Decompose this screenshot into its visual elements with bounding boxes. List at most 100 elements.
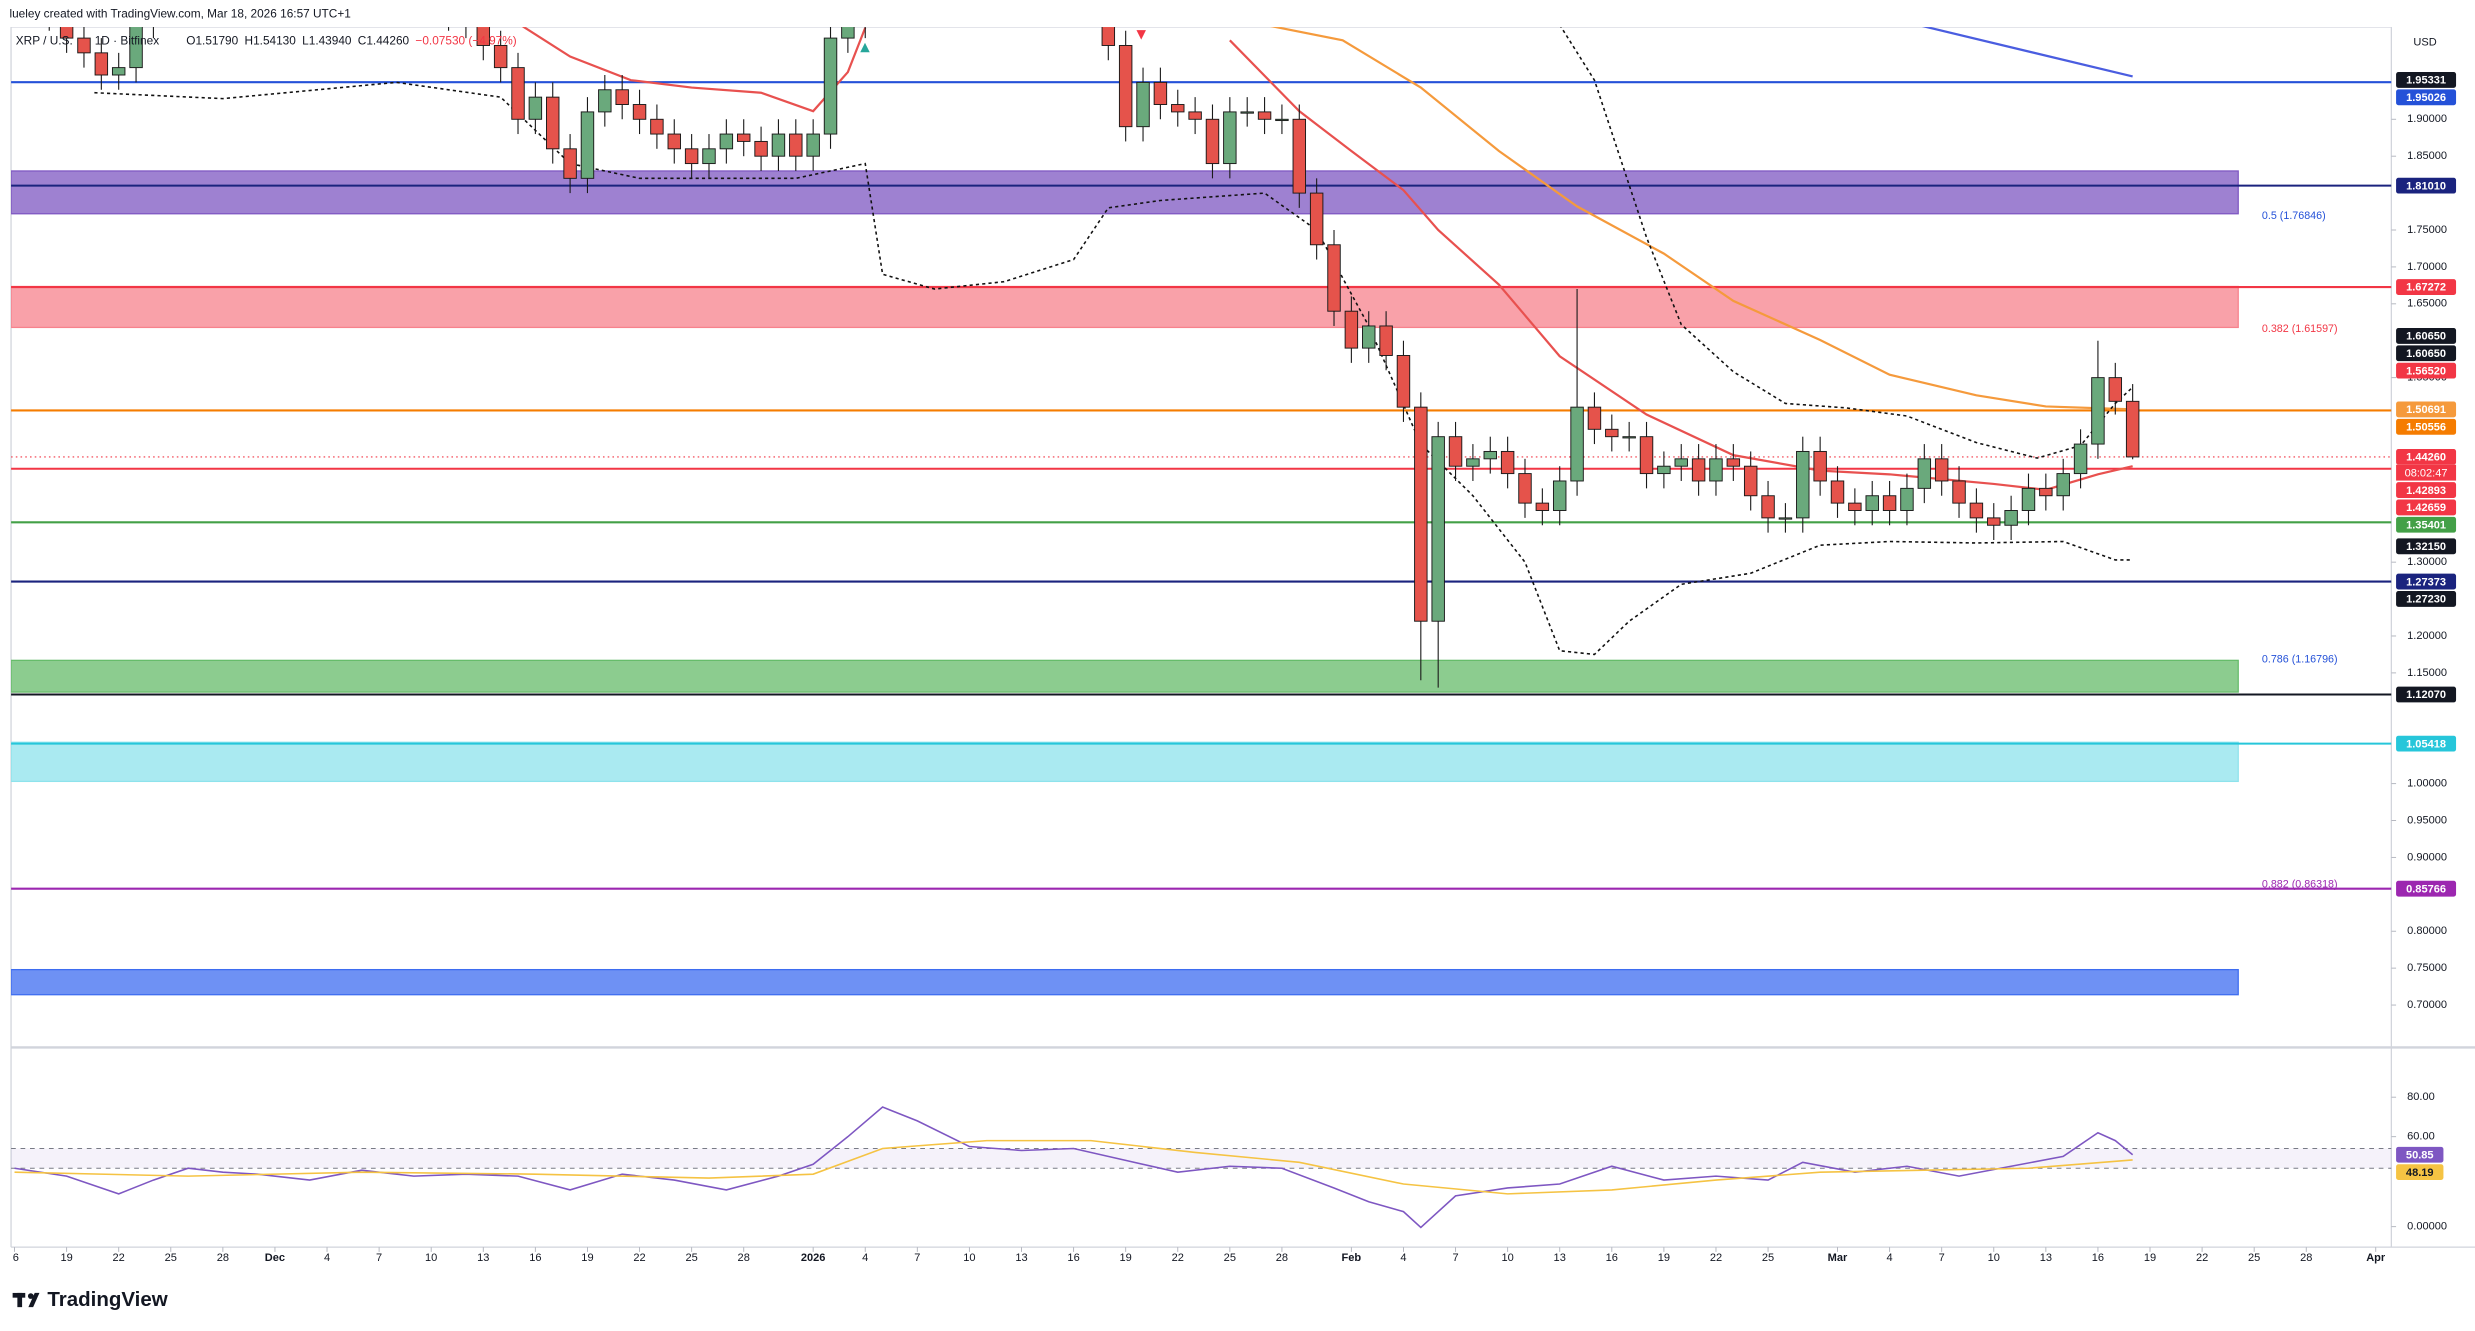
candle-body <box>1466 458 1480 467</box>
y-tick-label: 1.75000 <box>2407 224 2447 236</box>
price-label: 0.85766 <box>2406 883 2446 895</box>
candle-body <box>684 148 699 165</box>
candle-body <box>546 96 560 150</box>
candle-body <box>1778 517 1793 520</box>
x-tick-label: 7 <box>1939 1252 1945 1264</box>
signal-marker <box>1136 30 1146 40</box>
candle-body <box>59 27 74 39</box>
price-label-box <box>2396 573 2457 590</box>
x-tick-label: 7 <box>914 1252 920 1264</box>
price-label: 1.12070 <box>2406 689 2446 701</box>
x-tick-label: 2026 <box>801 1252 826 1264</box>
candle-body <box>2125 400 2140 458</box>
candle-body <box>1448 436 1463 467</box>
fib-label: 0.382 (1.61597) <box>2262 323 2338 335</box>
countdown: 08:02:47 <box>2405 467 2448 479</box>
candle-body <box>1709 458 1723 482</box>
candle-body <box>650 118 664 135</box>
y-tick-label: 1.00000 <box>2407 778 2447 790</box>
indicator-line <box>14 1139 2133 1195</box>
fib-label: 0.882 (0.86318) <box>2262 878 2338 890</box>
x-tick-label: 6 <box>13 1252 19 1264</box>
x-tick-label: Feb <box>1342 1252 1362 1264</box>
candle-body <box>771 133 786 157</box>
candle-body <box>1674 458 1688 467</box>
price-label: 1.56520 <box>2406 365 2446 377</box>
candle-body <box>667 133 681 150</box>
candle-body <box>1414 406 1428 622</box>
x-tick-label: Dec <box>265 1252 285 1264</box>
candle-body <box>2108 377 2123 402</box>
candle-body <box>1552 480 1567 511</box>
y-tick-label: 1.15000 <box>2407 667 2447 679</box>
candle-body <box>1101 27 1116 46</box>
x-tick-label: 19 <box>581 1252 593 1264</box>
price-label: 1.67272 <box>2406 282 2446 294</box>
signal-marker <box>860 42 870 53</box>
price-label-box <box>2396 72 2457 88</box>
x-tick-label: 10 <box>425 1252 437 1264</box>
candle-body <box>1691 458 1706 482</box>
ohlc-value: H1.54130 <box>245 33 297 47</box>
fib-label: 0.786 (1.16796) <box>2262 653 2338 665</box>
y-tick-label: 60.00 <box>2407 1131 2435 1143</box>
candle-body <box>1865 495 1879 511</box>
x-tick-label: 16 <box>1606 1252 1618 1264</box>
x-tick-label: 25 <box>1762 1252 1774 1264</box>
price-label: 1.95026 <box>2406 92 2446 104</box>
candle-body <box>1362 325 1376 349</box>
candle-body <box>1136 81 1150 128</box>
price-label-box <box>2396 538 2457 555</box>
brand: TradingView <box>47 1288 167 1311</box>
candle-body <box>632 104 647 120</box>
y-tick-label: 0.90000 <box>2407 851 2447 863</box>
y-tick-label: 1.85000 <box>2407 150 2447 162</box>
candle-body <box>1917 458 1932 489</box>
candle-body <box>1726 458 1741 467</box>
candle-body <box>1830 480 1845 504</box>
price-label: 1.35401 <box>2406 519 2446 531</box>
y-tick-label: 0.00000 <box>2407 1221 2447 1233</box>
y-tick-label: 0.70000 <box>2407 999 2447 1011</box>
price-label: 1.95331 <box>2406 75 2446 87</box>
candle-body <box>806 133 820 157</box>
candle-body <box>2091 377 2105 445</box>
candle-body <box>1257 111 1272 120</box>
candle-body <box>1900 487 1914 511</box>
candle-body <box>1431 436 1445 622</box>
header-bar <box>0 0 2475 28</box>
price-label-box <box>2396 482 2457 498</box>
y-tick-label: 1.30000 <box>2407 556 2447 568</box>
candle-body <box>1292 118 1307 194</box>
candle-body <box>1223 111 1237 165</box>
candle-body <box>1118 44 1133 128</box>
x-tick-label: 22 <box>2196 1252 2208 1264</box>
price-label-box <box>2396 89 2457 106</box>
x-tick-label: 16 <box>1067 1252 1079 1264</box>
candle-body <box>2039 487 2053 497</box>
candle-body <box>1240 111 1254 114</box>
candle-body <box>1518 473 1532 504</box>
candle-body <box>1188 111 1202 120</box>
candle-body <box>1483 450 1497 460</box>
candle-body <box>1743 465 1758 497</box>
candle-body <box>1396 355 1411 408</box>
zone <box>11 170 2239 215</box>
candle-body <box>1327 244 1341 312</box>
candle-body <box>1309 192 1324 246</box>
candle-body <box>841 27 855 39</box>
indicator-label: 50.85 <box>2406 1149 2434 1161</box>
price-label: 1.44260 <box>2406 452 2446 464</box>
x-tick-label: 28 <box>2300 1252 2312 1264</box>
candle-body <box>1761 495 1775 519</box>
zone <box>11 968 2239 996</box>
price-label-box <box>2396 591 2457 607</box>
candle-body <box>1657 465 1671 475</box>
symbol: XRP / U.S. <box>16 33 73 47</box>
candle-body <box>1379 325 1393 356</box>
zone <box>11 285 2239 329</box>
x-tick-label: 13 <box>1015 1252 1027 1264</box>
candle-body <box>1205 118 1220 165</box>
x-tick-label: 22 <box>113 1252 125 1264</box>
